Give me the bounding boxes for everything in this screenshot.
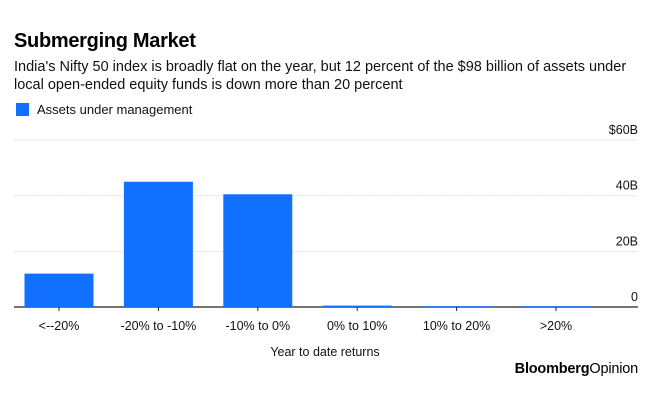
x-tick-label: -10% to 0% [225, 319, 290, 333]
bar [422, 306, 492, 307]
brand-logo: BloombergOpinion [514, 361, 639, 377]
y-axis-ticks: 0 20B 40B $60B [609, 123, 638, 304]
legend-label: Assets under management [37, 102, 193, 117]
bars [24, 181, 591, 307]
chart-subtitle: India's Nifty 50 index is broadly flat o… [14, 59, 627, 93]
chart-title: Submerging Market [14, 30, 196, 52]
bar [322, 305, 392, 307]
bar [24, 273, 94, 307]
gridlines [14, 139, 638, 308]
bar [123, 181, 193, 307]
bar [521, 306, 591, 307]
x-tick-label: -20% to -10% [121, 319, 197, 333]
bar [223, 194, 293, 307]
x-tick-label: >20% [540, 319, 572, 333]
y-tick-label: 40B [616, 179, 638, 193]
brand-suffix: Opinion [589, 361, 638, 377]
x-tick-label: <--20% [39, 319, 80, 333]
chart-legend: Assets under management [16, 102, 192, 117]
y-tick-label: $60B [609, 123, 638, 137]
x-axis-ticks: <--20% -20% to -10% -10% to 0% 0% to 10% 10%… [39, 307, 572, 333]
x-axis-title: Year to date returns [270, 345, 379, 359]
y-tick-label: 0 [631, 290, 638, 304]
x-tick-label: 0% to 10% [327, 319, 387, 333]
brand-name: Bloomberg [514, 361, 590, 377]
legend-swatch [16, 103, 29, 116]
y-tick-label: 20B [616, 234, 638, 248]
x-tick-label: 10% to 20% [423, 319, 490, 333]
